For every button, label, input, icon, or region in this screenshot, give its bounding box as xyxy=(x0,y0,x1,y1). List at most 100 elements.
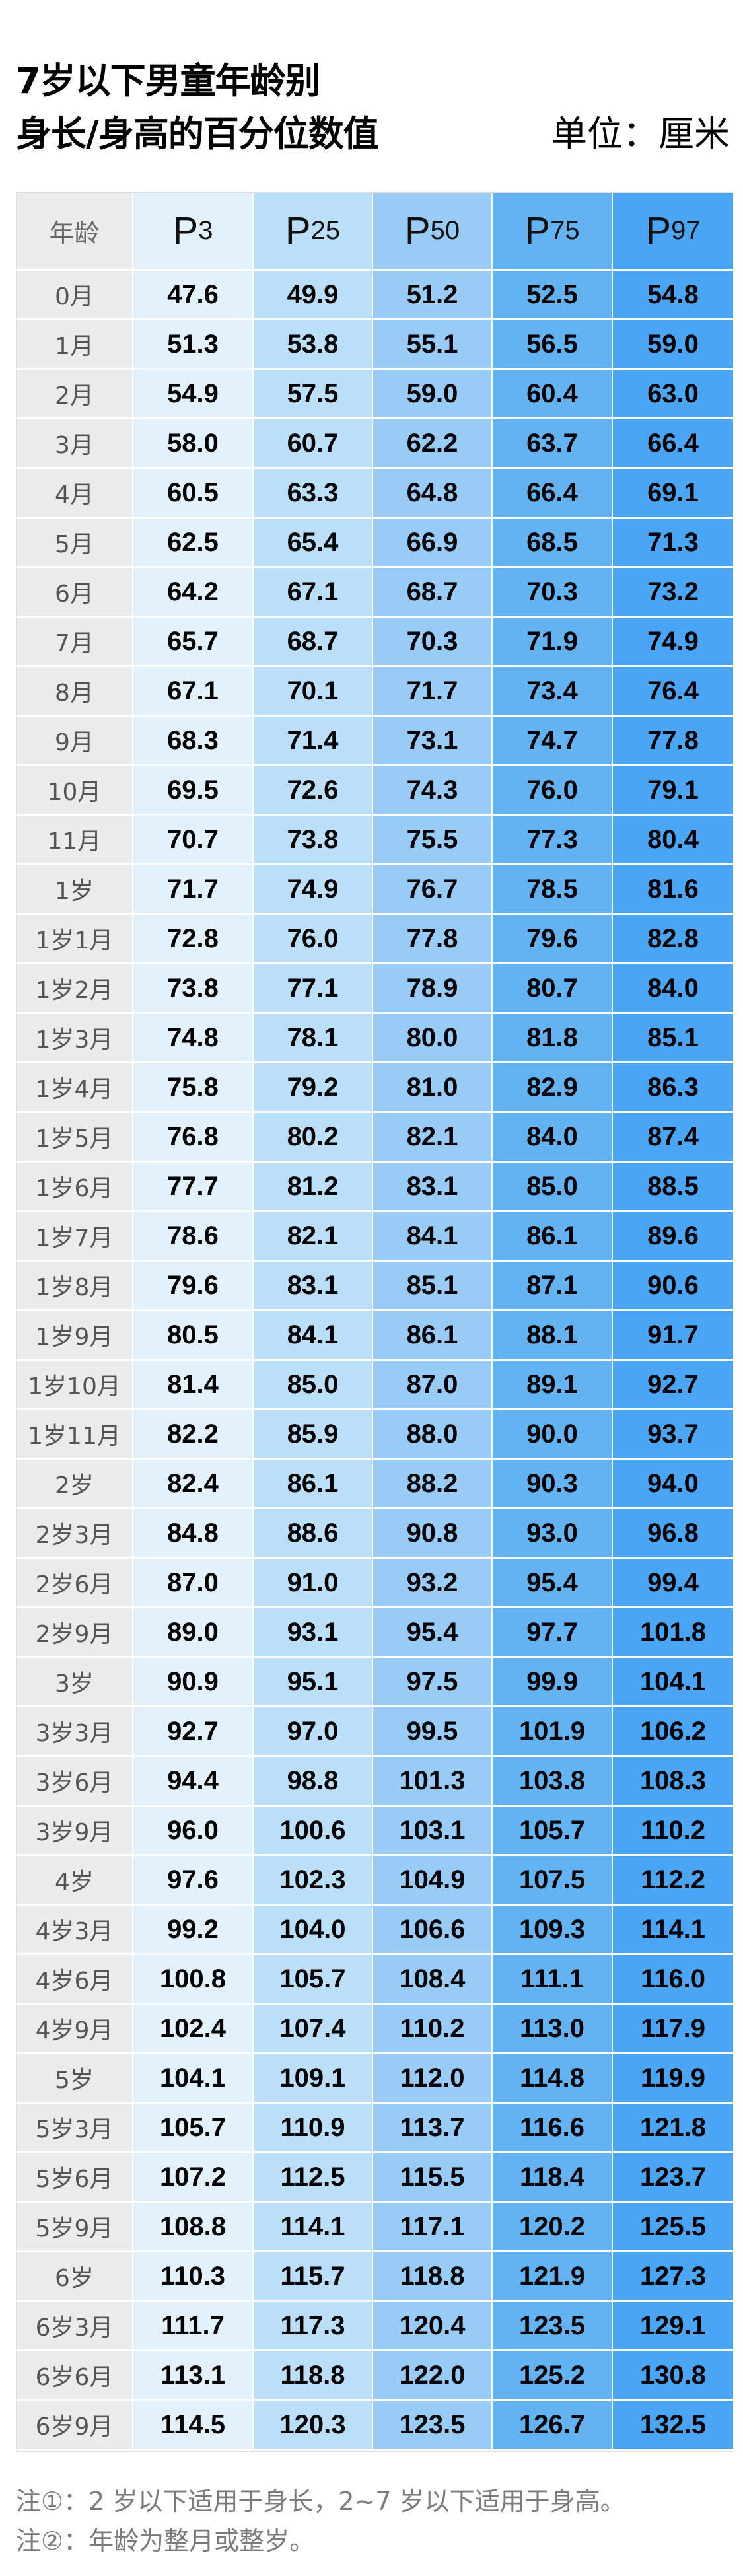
value-cell-p50: 117.1 xyxy=(373,2203,493,2252)
value-cell-p50: 118.8 xyxy=(373,2252,493,2302)
value-cell-p97: 89.6 xyxy=(613,1212,733,1262)
value-cell-p75: 118.4 xyxy=(493,2153,613,2203)
value-cell-p25: 49.9 xyxy=(254,271,373,320)
header-subscript: 75 xyxy=(550,216,580,245)
age-cell: 5岁 xyxy=(16,2054,133,2104)
value-cell-p25: 74.9 xyxy=(254,865,373,915)
header-subscript: 25 xyxy=(310,216,341,245)
value-cell-p25: 60.7 xyxy=(254,419,373,469)
value-cell-p50: 75.5 xyxy=(373,816,493,865)
age-cell: 2岁6月 xyxy=(16,1559,133,1608)
value-cell-p75: 105.7 xyxy=(493,1807,613,1856)
age-cell: 3岁3月 xyxy=(16,1707,133,1757)
value-cell-p97: 119.9 xyxy=(613,2054,733,2104)
age-cell: 6月 xyxy=(16,568,133,618)
value-cell-p25: 118.8 xyxy=(254,2351,373,2401)
age-cell: 1月 xyxy=(16,320,133,370)
value-cell-p75: 123.5 xyxy=(493,2302,613,2351)
value-cell-p75: 107.5 xyxy=(493,1856,613,1906)
value-cell-p50: 78.9 xyxy=(373,964,493,1014)
value-cell-p97: 77.8 xyxy=(613,717,733,766)
value-cell-p3: 71.7 xyxy=(133,865,254,915)
age-cell: 4月 xyxy=(16,469,133,519)
value-cell-p3: 108.8 xyxy=(133,2203,254,2252)
value-cell-p50: 77.8 xyxy=(373,915,493,964)
value-cell-p75: 95.4 xyxy=(493,1559,613,1608)
value-cell-p97: 92.7 xyxy=(613,1361,733,1410)
value-cell-p97: 123.7 xyxy=(613,2153,733,2203)
value-cell-p50: 86.1 xyxy=(373,1311,493,1361)
age-cell: 3岁 xyxy=(16,1658,133,1707)
value-cell-p25: 95.1 xyxy=(254,1658,373,1707)
age-cell: 1岁11月 xyxy=(16,1410,133,1460)
value-cell-p3: 77.7 xyxy=(133,1163,254,1212)
value-cell-p50: 103.1 xyxy=(373,1807,493,1856)
value-cell-p25: 65.4 xyxy=(254,519,373,568)
value-cell-p97: 87.4 xyxy=(613,1113,733,1163)
value-cell-p75: 77.3 xyxy=(493,816,613,865)
value-cell-p50: 64.8 xyxy=(373,469,493,519)
age-cell: 4岁9月 xyxy=(16,2005,133,2054)
value-cell-p50: 97.5 xyxy=(373,1658,493,1707)
value-cell-p25: 112.5 xyxy=(254,2153,373,2203)
value-cell-p25: 73.8 xyxy=(254,816,373,865)
value-cell-p97: 112.2 xyxy=(613,1856,733,1906)
value-cell-p50: 74.3 xyxy=(373,766,493,816)
value-cell-p3: 79.6 xyxy=(133,1262,254,1311)
value-cell-p75: 125.2 xyxy=(493,2351,613,2401)
header-age: 年龄 xyxy=(16,193,133,271)
value-cell-p3: 89.0 xyxy=(133,1608,254,1658)
value-cell-p25: 91.0 xyxy=(254,1559,373,1608)
value-cell-p75: 90.0 xyxy=(493,1410,613,1460)
value-cell-p50: 120.4 xyxy=(373,2302,493,2351)
value-cell-p97: 73.2 xyxy=(613,568,733,618)
header-letter: P xyxy=(404,209,431,252)
age-cell: 2月 xyxy=(16,370,133,419)
value-cell-p3: 82.2 xyxy=(133,1410,254,1460)
value-cell-p3: 92.7 xyxy=(133,1707,254,1757)
value-cell-p97: 82.8 xyxy=(613,915,733,964)
value-cell-p25: 120.3 xyxy=(254,2401,373,2451)
value-cell-p75: 85.0 xyxy=(493,1163,613,1212)
age-cell: 3岁6月 xyxy=(16,1757,133,1807)
value-cell-p97: 88.5 xyxy=(613,1163,733,1212)
value-cell-p75: 56.5 xyxy=(493,320,613,370)
value-cell-p3: 111.7 xyxy=(133,2302,254,2351)
age-cell: 1岁2月 xyxy=(16,964,133,1014)
value-cell-p50: 87.0 xyxy=(373,1361,493,1410)
value-cell-p25: 88.6 xyxy=(254,1509,373,1559)
value-cell-p75: 88.1 xyxy=(493,1311,613,1361)
value-cell-p97: 74.9 xyxy=(613,618,733,667)
value-cell-p50: 76.7 xyxy=(373,865,493,915)
value-cell-p3: 107.2 xyxy=(133,2153,254,2203)
value-cell-p25: 85.0 xyxy=(254,1361,373,1410)
age-cell: 4岁3月 xyxy=(16,1906,133,1955)
value-cell-p3: 114.5 xyxy=(133,2401,254,2451)
value-cell-p3: 64.2 xyxy=(133,568,254,618)
age-cell: 10月 xyxy=(16,766,133,816)
age-cell: 5月 xyxy=(16,519,133,568)
value-cell-p50: 106.6 xyxy=(373,1906,493,1955)
value-cell-p25: 72.6 xyxy=(254,766,373,816)
value-cell-p50: 73.1 xyxy=(373,717,493,766)
value-cell-p75: 52.5 xyxy=(493,271,613,320)
value-cell-p50: 88.0 xyxy=(373,1410,493,1460)
age-cell: 3月 xyxy=(16,419,133,469)
value-cell-p75: 66.4 xyxy=(493,469,613,519)
value-cell-p97: 85.1 xyxy=(613,1014,733,1063)
value-cell-p75: 113.0 xyxy=(493,2005,613,2054)
value-cell-p97: 110.2 xyxy=(613,1807,733,1856)
value-cell-p25: 98.8 xyxy=(254,1757,373,1807)
value-cell-p50: 95.4 xyxy=(373,1608,493,1658)
value-cell-p25: 104.0 xyxy=(254,1906,373,1955)
value-cell-p50: 123.5 xyxy=(373,2401,493,2451)
value-cell-p75: 103.8 xyxy=(493,1757,613,1807)
value-cell-p75: 78.5 xyxy=(493,865,613,915)
value-cell-p3: 81.4 xyxy=(133,1361,254,1410)
value-cell-p97: 63.0 xyxy=(613,370,733,419)
value-cell-p3: 97.6 xyxy=(133,1856,254,1906)
value-cell-p75: 60.4 xyxy=(493,370,613,419)
value-cell-p50: 85.1 xyxy=(373,1262,493,1311)
value-cell-p3: 105.7 xyxy=(133,2104,254,2153)
